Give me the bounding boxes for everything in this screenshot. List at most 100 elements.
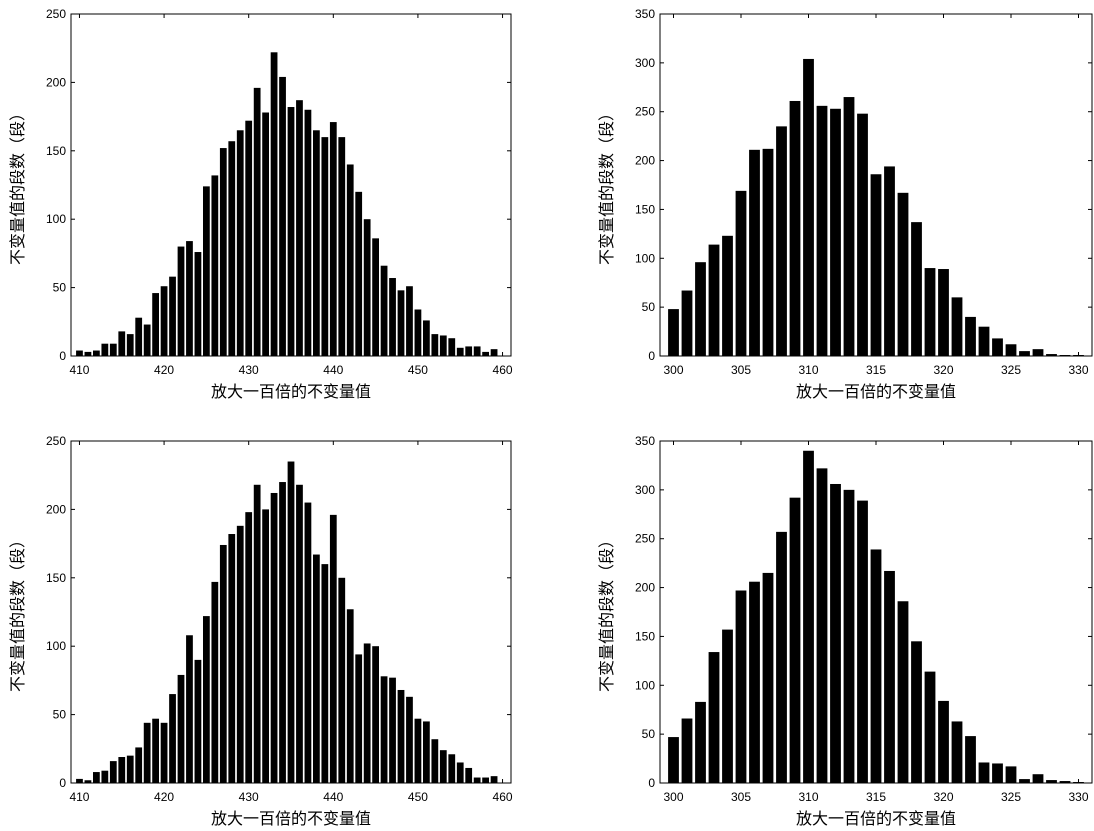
bar-304 — [722, 235, 733, 356]
bar-454 — [448, 338, 456, 356]
bar-437 — [304, 502, 312, 783]
bar-313 — [843, 97, 855, 356]
bar-305 — [735, 190, 747, 356]
bar-429 — [236, 130, 244, 356]
bar-457 — [473, 346, 481, 356]
x-tick-label: 440 — [323, 790, 343, 804]
y-tick-label: 200 — [635, 154, 655, 168]
bar-435 — [287, 461, 295, 783]
bar-440 — [329, 514, 337, 783]
bar-428 — [228, 141, 236, 356]
bar-438 — [313, 554, 320, 783]
bar-421 — [169, 276, 176, 356]
bar-448 — [397, 689, 405, 783]
bar-454 — [448, 754, 456, 783]
bar-433 — [270, 492, 278, 783]
bar-325 — [1005, 344, 1017, 356]
bar-453 — [439, 335, 447, 356]
bar-317 — [897, 601, 909, 783]
bar-440 — [329, 122, 337, 356]
y-tick-label: 200 — [46, 75, 66, 89]
bar-428 — [228, 534, 236, 783]
bar-311 — [816, 105, 828, 356]
bar-305 — [735, 590, 747, 783]
x-tick-label: 320 — [933, 363, 953, 377]
bar-459 — [490, 776, 498, 783]
bar-313 — [843, 489, 855, 783]
x-tick-label: 420 — [154, 363, 174, 377]
x-tick-label: 315 — [866, 790, 886, 804]
bar-443 — [355, 191, 363, 356]
x-tick-label: 330 — [1068, 363, 1088, 377]
y-tick-label: 50 — [53, 708, 67, 722]
bar-432 — [262, 112, 269, 356]
bar-449 — [406, 286, 413, 356]
bar-301 — [681, 718, 693, 783]
bar-432 — [262, 509, 269, 783]
bar-457 — [473, 777, 481, 783]
plot-frame — [70, 440, 512, 784]
bar-312 — [830, 483, 841, 783]
bar-420 — [160, 722, 168, 783]
bar-314 — [857, 500, 868, 783]
bar-441 — [338, 137, 346, 356]
y-tick-label: 350 — [635, 434, 655, 448]
bar-318 — [911, 641, 922, 783]
bar-308 — [776, 531, 787, 783]
bar-304 — [722, 629, 733, 783]
chart-3: 410 420 430 440 450 460 0 50 100 150 200 250 放大一百倍的不… — [8, 434, 513, 828]
bar-458 — [482, 351, 489, 356]
y-tick-label: 200 — [46, 502, 66, 516]
bar-451 — [423, 320, 430, 356]
bar-327 — [1032, 349, 1044, 356]
bar-300 — [668, 309, 679, 356]
bar-451 — [423, 721, 430, 783]
bar-423 — [186, 241, 193, 356]
bar-436 — [296, 100, 303, 357]
bar-328 — [1046, 780, 1057, 783]
y-tick-label: 150 — [46, 571, 66, 585]
bar-430 — [245, 512, 253, 783]
bar-431 — [253, 87, 261, 357]
bar-447 — [389, 278, 396, 356]
bar-418 — [143, 324, 151, 356]
bar-449 — [406, 696, 413, 783]
bar-444 — [363, 643, 371, 783]
bar-446 — [380, 676, 388, 783]
bar-324 — [992, 763, 1003, 783]
bar-329 — [1059, 781, 1071, 783]
bar-425 — [203, 616, 210, 783]
bar-424 — [194, 252, 202, 356]
bar-318 — [911, 222, 922, 356]
bar-412 — [93, 772, 100, 783]
x-tick-label: 310 — [798, 363, 818, 377]
bar-324 — [992, 338, 1003, 356]
bar-452 — [431, 739, 439, 783]
bar-307 — [762, 148, 774, 356]
bar-413 — [101, 770, 109, 783]
bar-450 — [414, 309, 422, 356]
x-tick-label: 410 — [69, 790, 89, 804]
bar-310 — [803, 58, 814, 356]
y-tick-label: 300 — [635, 483, 655, 497]
bar-326 — [1019, 351, 1030, 356]
bar-325 — [1005, 766, 1017, 783]
y-tick-label: 100 — [635, 678, 655, 692]
bar-456 — [465, 767, 473, 783]
bar-320 — [938, 269, 949, 356]
bar-303 — [708, 652, 720, 783]
chart-1: 410 420 430 440 450 460 0 50 100 150 200 250 放大一百倍的不… — [8, 7, 513, 401]
bar-301 — [681, 290, 693, 356]
bar-422 — [177, 246, 185, 356]
y-axis-label: 不变量值的段数（段） — [8, 532, 27, 692]
x-tick-label: 460 — [493, 790, 513, 804]
bar-442 — [346, 609, 354, 783]
bar-311 — [816, 468, 828, 783]
x-tick-label: 440 — [323, 363, 343, 377]
y-tick-label: 250 — [635, 105, 655, 119]
bar-315 — [870, 549, 882, 783]
y-tick-label: 100 — [46, 639, 66, 653]
y-axis-label: 不变量值的段数（段） — [8, 105, 27, 265]
bar-441 — [338, 577, 346, 783]
